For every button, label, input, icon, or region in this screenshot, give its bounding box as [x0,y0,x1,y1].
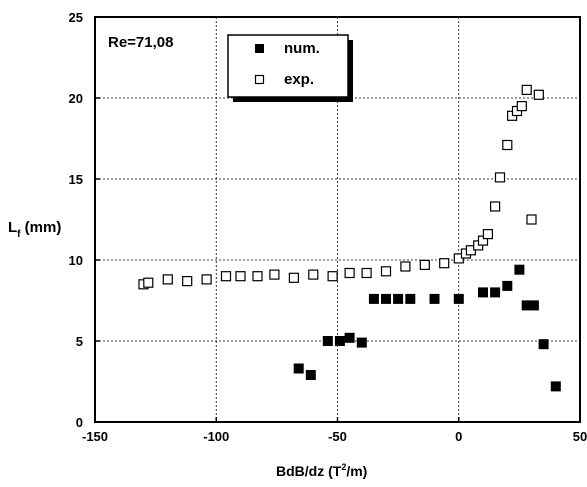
exp-point [201,274,212,285]
legend-label-exp: exp. [284,71,314,88]
exp-point [269,269,280,280]
num-point [381,293,391,304]
num-point [478,287,488,298]
exp-point [521,84,532,96]
x-tick-label: 50 [573,429,587,444]
axis-ticks: -150 -100 -50 0 50 0 5 10 15 20 25 [69,10,587,444]
num-point [334,336,345,346]
y-axis-label-unit: (mm) [21,219,62,236]
x-tick-label: -50 [328,429,347,444]
exp-point [400,261,411,272]
exp-point [143,277,154,288]
legend-marker-exp [254,74,265,85]
num-point [429,293,440,304]
exp-point [252,271,263,282]
x-axis-label-main: BdB/dz (T [276,463,342,479]
num-point [405,293,416,304]
num-point [550,381,561,392]
exp-point [361,267,372,279]
exp-point [344,267,355,279]
x-tick-label: -100 [203,429,229,444]
num-point [514,264,525,275]
exp-point [288,272,299,283]
x-axis-label-sup: 2 [341,462,346,472]
x-tick-label: -150 [82,429,108,444]
y-tick-label: 5 [76,334,83,349]
y-axis-label-sub: f [17,229,21,240]
num-point [344,332,355,343]
legend-marker-num [255,44,264,53]
exp-point [419,259,430,270]
x-axis-label: BdB/dz (T2/m) [276,462,367,479]
num-point [453,293,464,304]
y-tick-label: 15 [69,172,83,187]
num-point [521,300,532,311]
exp-point [526,214,537,225]
num-point [490,287,501,298]
x-axis-label-end: /m) [346,463,367,479]
exp-point [494,172,506,183]
num-point [322,336,333,346]
y-axis-label-main: L [8,219,17,236]
exp-point [490,201,501,212]
exp-point [308,269,319,280]
exp-point [162,274,173,285]
exp-point [220,271,232,282]
exp-point [380,266,392,277]
legend-label-num: num. [284,40,320,57]
exp-point [439,258,450,269]
num-point [368,293,379,304]
legend-box [227,34,349,98]
x-tick-label: 0 [455,429,462,444]
exp-point [182,276,193,287]
grid-lines [95,17,580,422]
num-point [305,370,316,380]
num-point [356,337,367,348]
y-axis-label: Lf (mm) [8,219,61,240]
num-point [528,300,539,311]
legend: num. exp. [227,34,353,102]
num-point [293,363,304,374]
exp-point [502,139,513,151]
y-tick-label: 0 [76,415,83,430]
y-tick-label: 20 [69,91,83,106]
exp-point [482,229,493,240]
y-tick-label: 10 [69,253,83,268]
y-tick-label: 25 [69,10,83,25]
exp-point [516,100,527,112]
exp-point [533,89,544,100]
data-points [138,84,561,392]
num-point [538,339,549,350]
exp-point [235,271,246,282]
exp-point [327,271,338,282]
num-point [393,293,404,304]
num-point [502,280,513,291]
annotation-re: Re=71,08 [108,34,173,51]
